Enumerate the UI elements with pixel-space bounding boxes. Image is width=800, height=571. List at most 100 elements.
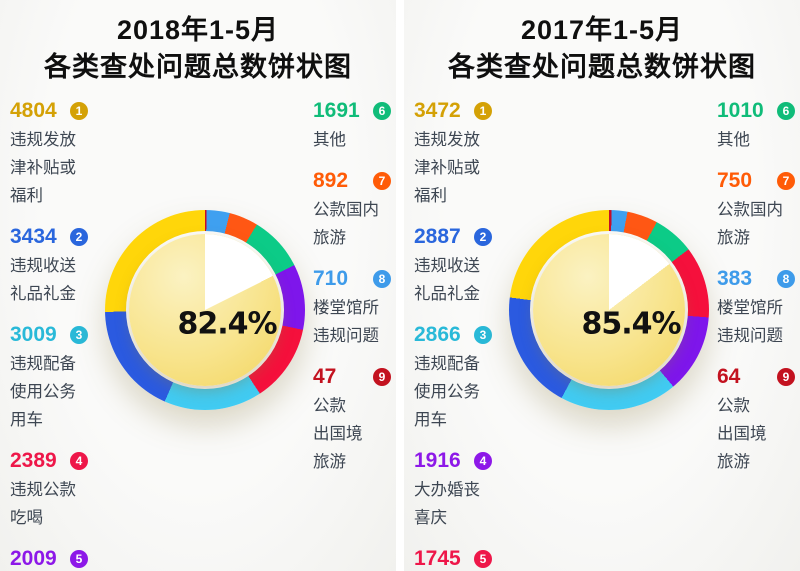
legend-label-line: 大办婚丧 [414, 481, 480, 499]
legend-item-head: 892 7 [313, 169, 391, 193]
legend-label: 违规收送 礼品礼金 [10, 252, 110, 308]
legend-label-line: 用车 [10, 411, 43, 429]
legend-value: 4804 [10, 99, 57, 122]
legend-item: 2866 3 违规配备使用公务用车 [414, 323, 514, 434]
legend-index-badge: 1 [70, 102, 88, 120]
legend-index-badge: 8 [373, 270, 391, 288]
legend-item-head: 3472 1 [414, 99, 492, 123]
legend-label: 公款国内 旅游 [717, 196, 797, 252]
legend-value: 1691 [313, 99, 360, 122]
legend-item: 47 9 公款 出国境 旅游 [313, 365, 393, 476]
chart-title-2017: 2017年1-5月 各类查处问题总数饼状图 [404, 12, 800, 86]
legend-label: 违规配备使用公务用车 [414, 350, 514, 434]
legend-label: 违规收送 礼品礼金 [414, 252, 514, 308]
legend-item-head: 710 8 [313, 267, 391, 291]
legend-label: 大办婚丧 喜庆 [414, 476, 514, 532]
legend-label-line: 违规发放 [10, 131, 76, 149]
legend-value: 383 [717, 267, 753, 290]
legend-item: 750 7 公款国内 旅游 [717, 169, 797, 252]
legend-label-line: 礼品礼金 [10, 285, 76, 303]
legend-item-head: 1745 5 [414, 547, 492, 571]
legend-index-badge: 1 [474, 102, 492, 120]
legend-value: 2866 [414, 323, 461, 346]
chart-panel-2017: 2017年1-5月 各类查处问题总数饼状图 3472 1 违规发放津补贴或福利 … [404, 0, 800, 571]
pie-white-wedge [533, 234, 685, 386]
legend-label-line: 津补贴或 [10, 159, 76, 177]
legend-value: 1745 [414, 547, 461, 570]
legend-item-head: 2866 3 [414, 323, 492, 347]
legend-label-line: 公款国内 [313, 201, 379, 219]
chart-title-line2: 各类查处问题总数饼状图 [44, 52, 352, 82]
chart-title-line1: 2018年1-5月 [116, 15, 280, 45]
legend-index-badge: 9 [777, 368, 795, 386]
legend-label-line: 用车 [414, 411, 447, 429]
legend-label-line: 楼堂馆所 [717, 299, 783, 317]
legend-label-line: 津补贴或 [414, 159, 480, 177]
legend-index-badge: 3 [474, 326, 492, 344]
legend-item: 1691 6 其他 [313, 99, 393, 154]
legend-label-line: 其他 [717, 131, 750, 149]
legend-label-line: 违规公款 [10, 481, 76, 499]
legend-item: 3472 1 违规发放津补贴或福利 [414, 99, 514, 210]
legend-label-line: 使用公务 [414, 383, 480, 401]
pie-inner-disc [533, 234, 685, 386]
legend-right-2017: 1010 6 其他 750 7 公款国内 旅游 383 8 楼堂馆所 违规问题 64… [717, 99, 797, 491]
legend-label-line: 福利 [10, 187, 43, 205]
legend-index-badge: 6 [373, 102, 391, 120]
legend-label-line: 违规配备 [10, 355, 76, 373]
legend-value: 1916 [414, 449, 461, 472]
legend-left-2017: 3472 1 违规发放津补贴或福利 2887 2 违规收送 礼品礼金 2866 3… [414, 99, 514, 571]
legend-value: 64 [717, 365, 741, 388]
legend-index-badge: 2 [474, 228, 492, 246]
legend-item-head: 383 8 [717, 267, 795, 291]
legend-label-line: 吃喝 [10, 509, 43, 527]
legend-label-line: 出国境 [717, 425, 767, 443]
legend-item-head: 4804 1 [10, 99, 88, 123]
legend-item: 710 8 楼堂馆所 违规问题 [313, 267, 393, 350]
legend-label-line: 福利 [414, 187, 447, 205]
legend-index-badge: 7 [777, 172, 795, 190]
legend-label-line: 公款 [717, 397, 750, 415]
pie-inner-disc [129, 234, 281, 386]
legend-label-line: 楼堂馆所 [313, 299, 379, 317]
legend-index-badge: 7 [373, 172, 391, 190]
chart-title-line2: 各类查处问题总数饼状图 [448, 52, 756, 82]
legend-item: 383 8 楼堂馆所 违规问题 [717, 267, 797, 350]
legend-label-line: 旅游 [717, 453, 750, 471]
legend-label-line: 其他 [313, 131, 346, 149]
legend-item: 2389 4 违规公款吃喝 [10, 449, 110, 532]
legend-item-head: 1010 6 [717, 99, 795, 123]
legend-item-head: 47 9 [313, 365, 391, 389]
legend-label: 楼堂馆所 违规问题 [313, 294, 393, 350]
legend-label: 其他 [313, 126, 393, 154]
legend-index-badge: 4 [474, 452, 492, 470]
legend-value: 47 [313, 365, 337, 388]
legend-item-head: 1916 4 [414, 449, 492, 473]
legend-item-head: 2389 4 [10, 449, 88, 473]
legend-label: 公款国内 旅游 [313, 196, 393, 252]
pie-white-wedge [129, 234, 281, 386]
legend-value: 1010 [717, 99, 764, 122]
legend-item-head: 1691 6 [313, 99, 391, 123]
legend-label-line: 旅游 [313, 229, 346, 247]
legend-item: 3009 3 违规配备 使用公务 用车 [10, 323, 110, 434]
legend-item-head: 750 7 [717, 169, 795, 193]
legend-label: 违规发放津补贴或福利 [414, 126, 514, 210]
legend-label-line: 违规发放 [414, 131, 480, 149]
legend-label-line: 违规收送 [10, 257, 76, 275]
legend-value: 3434 [10, 225, 57, 248]
legend-label: 违规配备 使用公务 用车 [10, 350, 110, 434]
legend-label: 公款 出国境 旅游 [313, 392, 393, 476]
legend-index-badge: 6 [777, 102, 795, 120]
legend-right-2018: 1691 6 其他 892 7 公款国内旅游 710 8 楼堂馆所 违规问题 47… [313, 99, 393, 491]
legend-label: 楼堂馆所 违规问题 [717, 294, 797, 350]
legend-label-line: 违规配备 [414, 355, 480, 373]
legend-label-line: 违规收送 [414, 257, 480, 275]
legend-item: 2887 2 违规收送 礼品礼金 [414, 225, 514, 308]
legend-label: 公款 出国境 旅游 [717, 392, 797, 476]
legend-value: 2009 [10, 547, 57, 570]
pie-center-percent-2018: 82.4% [177, 306, 277, 342]
legend-item: 4804 1 违规发放津补贴或福利 [10, 99, 110, 210]
